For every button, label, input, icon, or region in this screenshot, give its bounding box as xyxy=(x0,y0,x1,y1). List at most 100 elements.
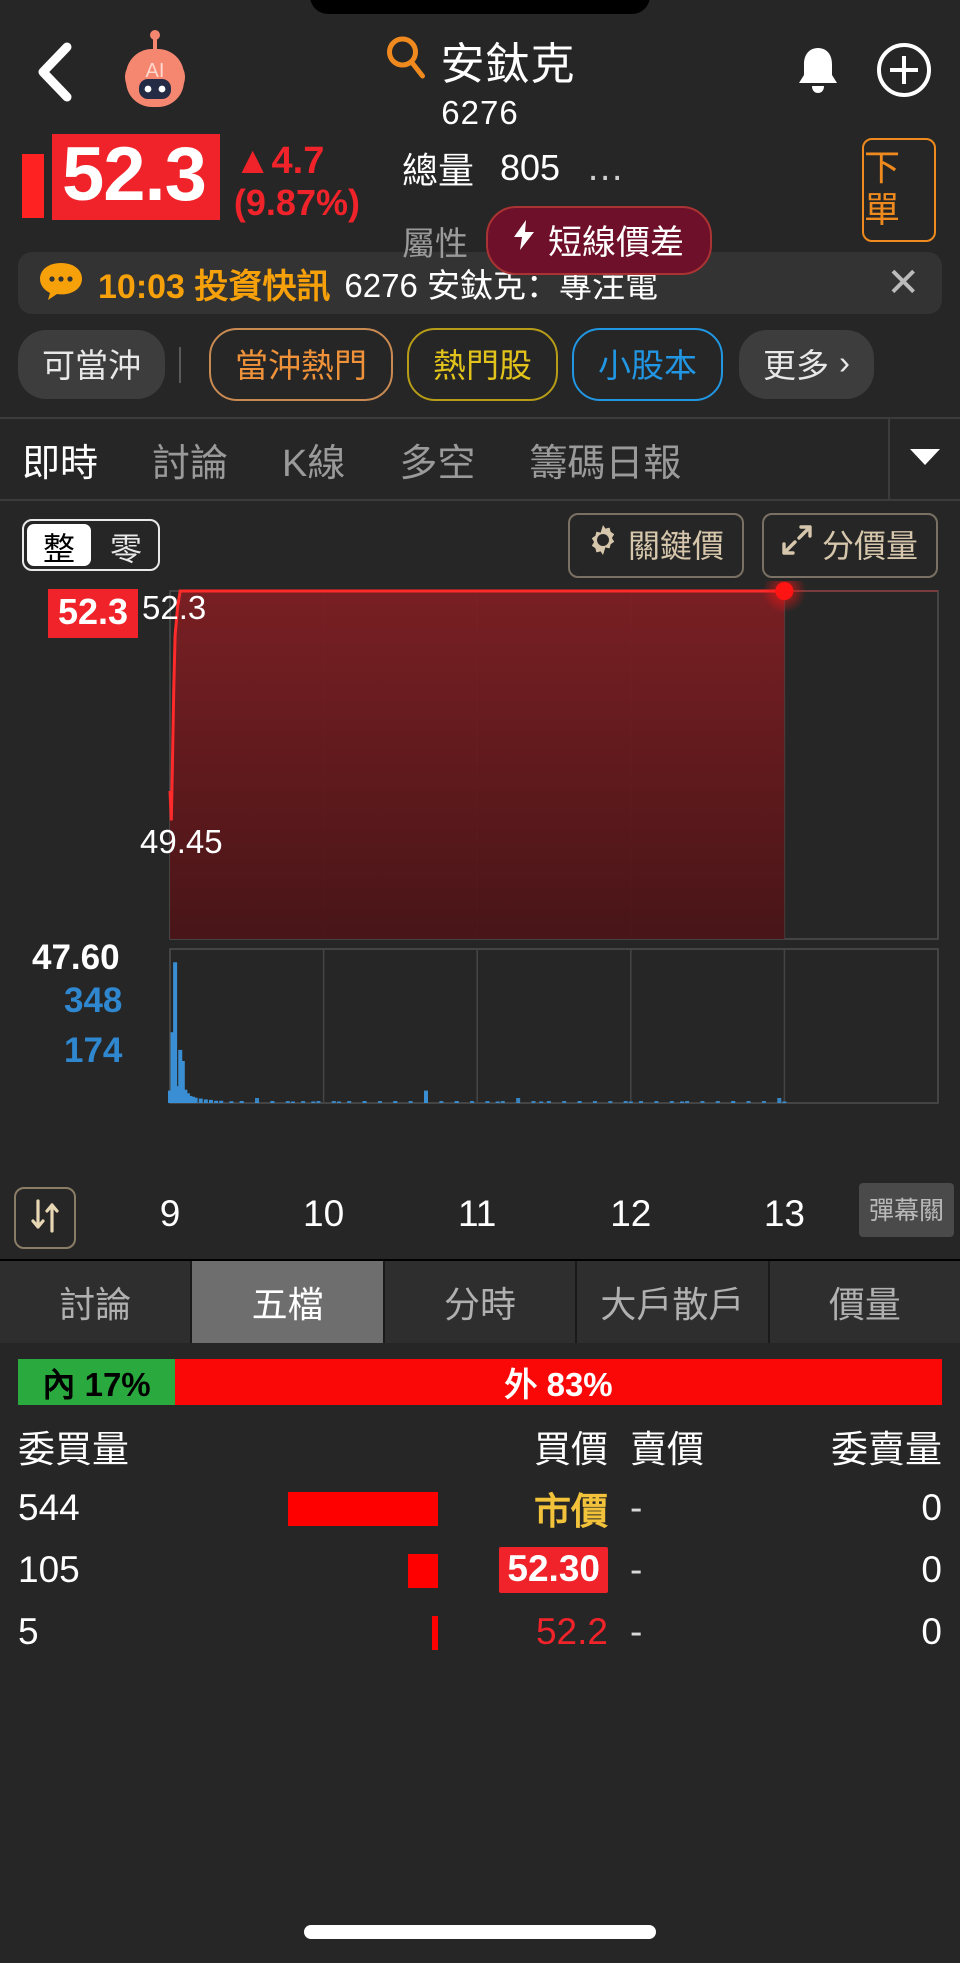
chevron-right-icon: › xyxy=(839,344,850,381)
current-price: 52.3 xyxy=(62,132,207,217)
axis-label-high: 52.3 xyxy=(142,589,207,626)
ai-robot-icon: AI xyxy=(112,27,198,118)
price-change: ▲4.7 xyxy=(233,140,325,182)
axis-label-mid: 49.45 xyxy=(140,823,223,860)
svg-text:AI: AI xyxy=(146,60,165,82)
btab-big-retail[interactable]: 大戶散戶 xyxy=(577,1261,770,1343)
tab-expand-button[interactable] xyxy=(888,419,960,499)
table-row[interactable]: 105 52.30 - 0 xyxy=(18,1539,942,1601)
order-book-header: 委買量 買價 賣價 委賣量 xyxy=(18,1419,942,1473)
x-axis-tick: 12 xyxy=(610,1193,652,1234)
header-title-block: 安鈦克 6276 xyxy=(385,28,576,132)
price-change-block: ▲4.7 (9.87%) xyxy=(234,140,360,223)
main-tabbar: 即時 討論 K線 多空 籌碼日報 xyxy=(0,417,960,501)
chip-hot-stock[interactable]: 熱門股 xyxy=(407,328,558,401)
alert-button[interactable] xyxy=(790,44,846,100)
chip-day-trade[interactable]: 可當沖 xyxy=(18,330,165,399)
ask-qty: 0 xyxy=(921,1549,942,1590)
chevron-down-icon xyxy=(908,446,942,473)
back-button[interactable] xyxy=(28,41,82,103)
lightning-icon xyxy=(510,218,538,261)
news-ticker[interactable]: 10:03 投資快訊 6276 安鈦克：專注電 ✕ xyxy=(18,252,942,314)
gear-icon xyxy=(588,524,618,563)
segment-odd-lot[interactable]: 零 xyxy=(110,530,143,567)
intraday-chart[interactable]: 52.3 52.3 49.45 47.60 348 174 xyxy=(0,581,960,1181)
header-actions xyxy=(790,42,932,100)
tab-discussion[interactable]: 討論 xyxy=(152,442,229,485)
chip-more[interactable]: 更多 › xyxy=(739,330,874,399)
page-title: 安鈦克 xyxy=(440,40,576,89)
tab-kline[interactable]: K線 xyxy=(282,442,346,485)
current-price-box: 52.3 xyxy=(52,134,220,220)
more-info-button[interactable]: … xyxy=(586,146,629,189)
x-axis-tick: 13 xyxy=(763,1193,805,1234)
ask-price: - xyxy=(630,1611,643,1652)
quote-summary: 52.3 ▲4.7 (9.87%) 總量 805 … 屬性 短線 xyxy=(0,130,960,275)
bid-price: 52.2 xyxy=(535,1611,608,1652)
danmu-toggle-badge[interactable]: 彈幕關 xyxy=(858,1183,954,1237)
bid-qty: 105 xyxy=(18,1549,80,1590)
attribute-badge[interactable]: 短線價差 xyxy=(485,206,712,275)
expand-arrows-icon xyxy=(782,524,812,563)
btab-five-levels[interactable]: 五檔 xyxy=(192,1261,385,1343)
x-axis-tick: 11 xyxy=(457,1193,497,1234)
key-price-button[interactable]: 關鍵價 xyxy=(567,512,744,578)
chart-canvas xyxy=(168,581,939,1104)
bid-qty: 544 xyxy=(18,1487,80,1528)
limit-up-indicator xyxy=(22,154,44,218)
inner-outer-bar: 內 17% 外 83% xyxy=(18,1359,942,1405)
inner-volume-segment: 內 17% xyxy=(18,1359,176,1405)
header-bid-bar-spacer xyxy=(248,1426,438,1466)
place-order-label: 下單 xyxy=(864,147,901,230)
back-chevron-icon xyxy=(33,41,77,103)
tab-chip-report[interactable]: 籌碼日報 xyxy=(529,442,682,485)
volume-axis-label-mid: 174 xyxy=(64,1031,123,1070)
table-row[interactable]: 5 52.2 - 0 xyxy=(18,1601,942,1663)
filter-chips: 可當沖 當沖熱門 熱門股 小股本 更多 › xyxy=(0,314,960,417)
home-indicator[interactable] xyxy=(304,1925,656,1939)
x-axis-tick: 9 xyxy=(159,1193,181,1234)
btab-time-split[interactable]: 分時 xyxy=(384,1261,578,1343)
status-bar xyxy=(0,0,960,14)
inner-outer-section: 內 17% 外 83% xyxy=(0,1343,960,1405)
btab-discussion[interactable]: 討論 xyxy=(0,1261,193,1343)
outer-volume-segment: 外 83% xyxy=(175,1359,942,1405)
news-time: 10:03 投資快訊 xyxy=(98,267,331,306)
bid-depth-bar xyxy=(248,1612,438,1652)
close-icon[interactable]: ✕ xyxy=(886,261,920,305)
tab-realtime[interactable]: 即時 xyxy=(22,442,99,485)
price-volume-button[interactable]: 分價量 xyxy=(761,512,938,578)
chart-x-axis: 彈幕關 9 10 11 12 13 xyxy=(0,1181,960,1259)
sort-toggle-button[interactable] xyxy=(14,1187,76,1249)
volume-value: 805 xyxy=(500,147,561,188)
order-book: 委買量 買價 賣價 委賣量 544 市價 - 0 105 52.30 xyxy=(0,1419,960,1663)
chip-small-cap[interactable]: 小股本 xyxy=(572,328,723,401)
attribute-label: 屬性 xyxy=(401,224,468,262)
quote-meta: 總量 805 … 屬性 短線價差 xyxy=(402,142,862,275)
home-indicator-bar xyxy=(0,1901,960,1963)
chip-hot-day-trade[interactable]: 當沖熱門 xyxy=(209,328,393,401)
price-volume-label: 分價量 xyxy=(821,527,918,564)
ai-assistant-button[interactable]: AI xyxy=(112,29,198,115)
tab-long-short[interactable]: 多空 xyxy=(399,442,476,485)
lot-type-segment[interactable]: 整 零 xyxy=(22,519,161,571)
ask-price: - xyxy=(630,1549,643,1590)
add-to-watchlist-button[interactable] xyxy=(876,42,932,100)
chart-toolbar: 整 零 關鍵價 分價量 xyxy=(0,501,960,581)
chip-separator xyxy=(179,346,181,383)
header-bid-price: 買價 xyxy=(534,1429,608,1470)
place-order-button[interactable]: 下單 xyxy=(862,138,936,242)
stock-code: 6276 xyxy=(441,94,519,131)
btab-price-volume[interactable]: 價量 xyxy=(769,1261,960,1343)
volume-label: 總量 xyxy=(401,150,474,191)
segment-whole-lot[interactable]: 整 xyxy=(27,524,92,567)
x-axis-tick: 10 xyxy=(303,1193,345,1234)
bid-qty: 5 xyxy=(18,1611,39,1652)
detail-tabbar: 討論 五檔 分時 大戶散戶 價量 xyxy=(0,1259,960,1343)
search-icon[interactable] xyxy=(385,35,429,86)
attribute-badge-label: 短線價差 xyxy=(547,224,684,262)
table-row[interactable]: 544 市價 - 0 xyxy=(18,1477,942,1539)
bid-price: 52.30 xyxy=(499,1547,608,1593)
chat-bubble-icon xyxy=(38,261,84,306)
